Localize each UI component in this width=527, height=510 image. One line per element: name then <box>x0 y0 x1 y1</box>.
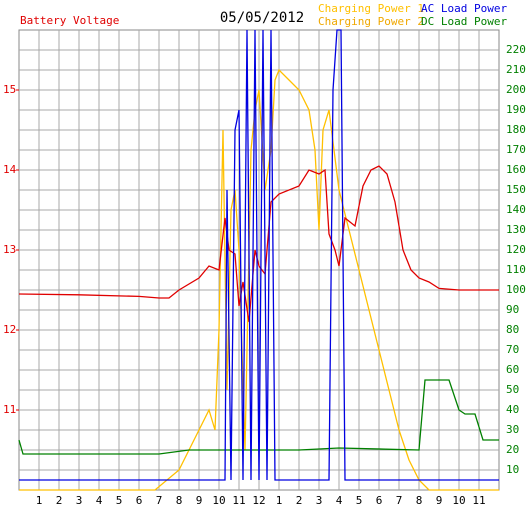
y2-tick-label: 100 <box>506 283 526 296</box>
y-tick-label: 15 <box>3 83 16 96</box>
x-tick-label: 8 <box>416 494 423 507</box>
y2-tick-label: 70 <box>506 343 519 356</box>
x-tick-label: 10 <box>452 494 465 507</box>
x-tick-label: 8 <box>176 494 183 507</box>
y2-tick-label: 170 <box>506 143 526 156</box>
y2-tick-label: 210 <box>506 63 526 76</box>
x-tick-label: 4 <box>336 494 343 507</box>
x-tick-label: 7 <box>156 494 163 507</box>
x-tick-label: 3 <box>316 494 323 507</box>
y2-tick-label: 40 <box>506 403 519 416</box>
y2-tick-label: 220 <box>506 43 526 56</box>
legend-entry: DC Load Power <box>421 15 507 28</box>
series-line <box>18 379 499 455</box>
legend-entry: Charging Power 2 <box>318 15 424 28</box>
y-tick-label: 14 <box>3 163 17 176</box>
y2-tick-label: 120 <box>506 243 526 256</box>
x-tick-label: 11 <box>232 494 245 507</box>
y2-tick-label: 180 <box>506 123 526 136</box>
x-tick-label: 4 <box>96 494 103 507</box>
chart-title: 05/05/2012 <box>220 10 304 26</box>
y2-tick-label: 200 <box>506 83 526 96</box>
y-axis-title: Battery Voltage <box>20 14 119 27</box>
x-tick-label: 5 <box>116 494 123 507</box>
series-line <box>19 68 499 491</box>
x-tick-label: 12 <box>252 494 265 507</box>
x-tick-label: 2 <box>296 494 303 507</box>
x-tick-label: 2 <box>56 494 63 507</box>
x-tick-label: 9 <box>436 494 443 507</box>
legend-entry: AC Load Power <box>421 2 507 15</box>
y2-tick-label: 80 <box>506 323 519 336</box>
y2-tick-label: 50 <box>506 383 519 396</box>
y-tick-label: 11 <box>3 403 16 416</box>
x-tick-label: 5 <box>356 494 363 507</box>
series-line <box>19 29 499 481</box>
y2-tick-label: 10 <box>506 463 519 476</box>
y2-tick-label: 150 <box>506 183 526 196</box>
y-tick-label: 12 <box>3 323 16 336</box>
y2-tick-label: 130 <box>506 223 526 236</box>
y-tick-label: 13 <box>3 243 16 256</box>
x-tick-label: 6 <box>136 494 143 507</box>
y2-tick-label: 110 <box>506 263 526 276</box>
y2-tick-label: 160 <box>506 163 526 176</box>
x-tick-label: 7 <box>396 494 403 507</box>
x-tick-label: 1 <box>36 494 43 507</box>
y2-tick-label: 60 <box>506 363 519 376</box>
legend-entry: Charging Power 1 <box>318 2 424 15</box>
x-tick-label: 10 <box>212 494 225 507</box>
y2-tick-label: 90 <box>506 303 519 316</box>
y2-tick-label: 30 <box>506 423 519 436</box>
x-tick-label: 11 <box>472 494 485 507</box>
x-tick-label: 9 <box>196 494 203 507</box>
y2-tick-label: 20 <box>506 443 519 456</box>
y2-tick-label: 190 <box>506 103 526 116</box>
x-tick-label: 1 <box>276 494 283 507</box>
series-line <box>18 165 499 323</box>
x-tick-label: 6 <box>376 494 383 507</box>
x-tick-label: 3 <box>76 494 83 507</box>
y2-tick-label: 140 <box>506 203 526 216</box>
